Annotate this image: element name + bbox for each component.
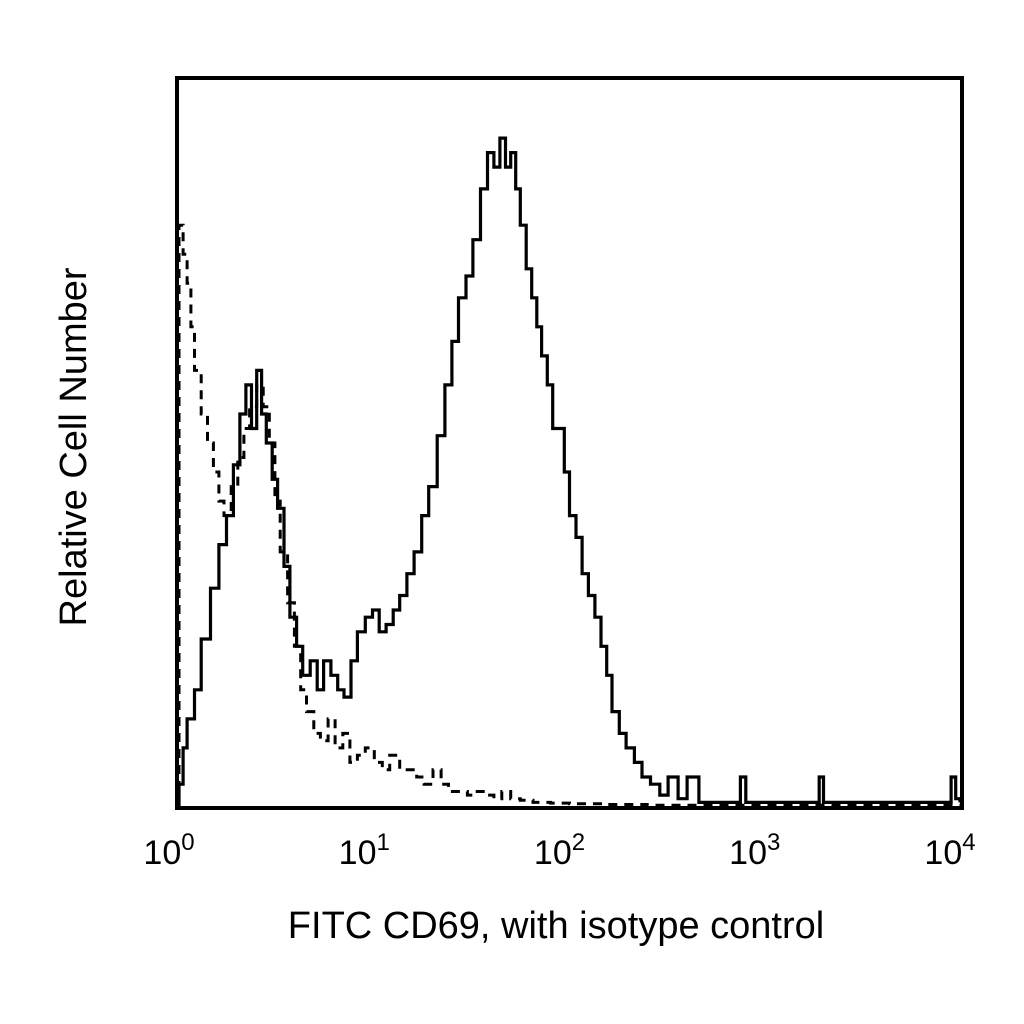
- plot-frame: [175, 76, 964, 810]
- x-tick-label-1: 101: [339, 829, 390, 872]
- x-tick-labels: 100 101 102 103 104: [143, 829, 975, 872]
- x-tick-label-2: 102: [534, 829, 585, 872]
- series-layer: [177, 136, 962, 807]
- x-tick-label-0: 100: [143, 829, 194, 872]
- isotype-control-histogram-line: [177, 223, 960, 807]
- y-axis-title: Relative Cell Number: [53, 267, 95, 626]
- cd69-histogram-line: [177, 136, 962, 806]
- x-tick-label-4: 104: [924, 829, 975, 872]
- x-axis-title: FITC CD69, with isotype control: [288, 905, 824, 947]
- x-tick-label-3: 103: [729, 829, 780, 872]
